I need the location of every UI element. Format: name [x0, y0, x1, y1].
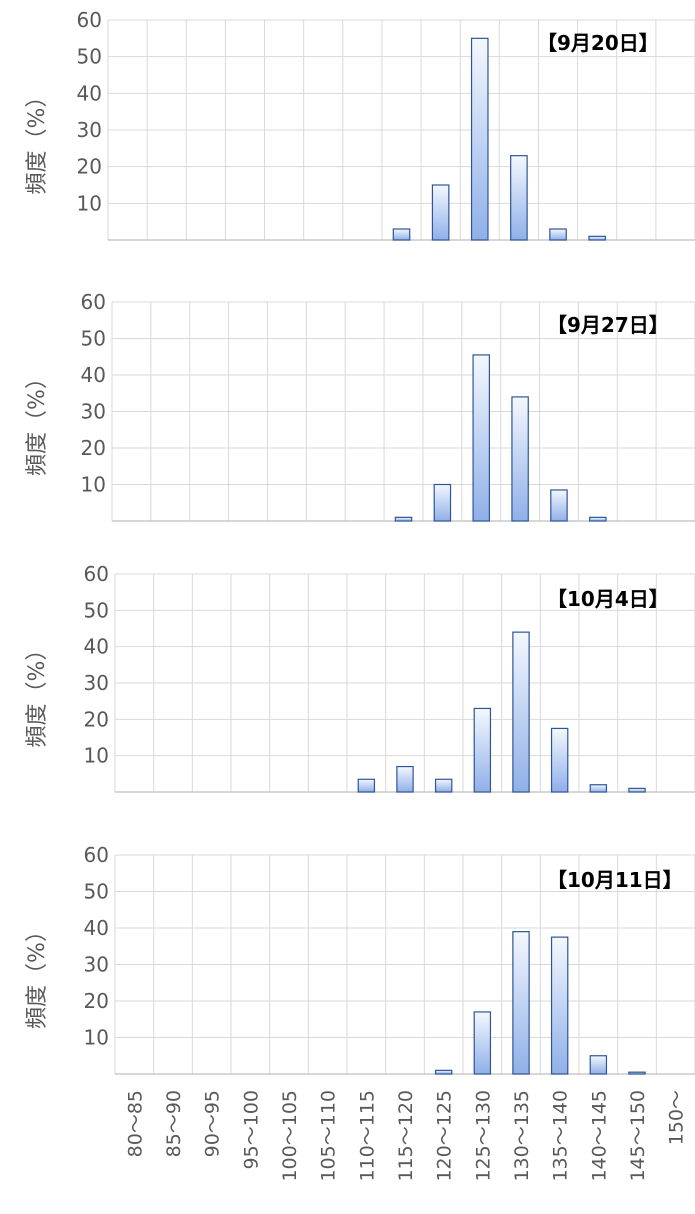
chart-date-label: 【9月27日】	[547, 313, 669, 337]
y-tick-label: 20	[84, 707, 109, 731]
bar-110～115	[357, 778, 376, 793]
x-tick-label: 145～150	[627, 1090, 649, 1182]
y-axis-label: 頻度（%）	[25, 639, 50, 748]
x-tick-label: 110～115	[356, 1090, 378, 1182]
y-tick-label: 10	[77, 191, 102, 215]
y-tick-label: 40	[84, 916, 109, 940]
chart-date-label: 【9月20日】	[537, 31, 659, 55]
x-tick-label: 120～125	[434, 1090, 456, 1182]
bar-115～120	[392, 228, 411, 241]
bar-140～145	[589, 1055, 608, 1075]
x-tick-label: 140～145	[588, 1090, 610, 1182]
bar-130～135	[510, 155, 528, 241]
x-tick-label: 150～	[666, 1090, 688, 1145]
bar-125～130	[473, 1011, 492, 1075]
bar-130～135	[512, 931, 530, 1075]
bar-135～140	[550, 489, 568, 522]
x-tick-label: 90～95	[202, 1090, 224, 1157]
y-tick-label: 50	[84, 880, 109, 904]
y-tick-label: 20	[84, 989, 109, 1013]
chart-panel-3: 10 20 30 40 50 60 頻度（%） 【10月4日】	[25, 562, 695, 793]
x-tick-label: 135～140	[550, 1090, 572, 1182]
x-tick-label: 105～110	[318, 1090, 340, 1182]
chart-date-label: 【10月4日】	[547, 587, 669, 611]
x-tick-label: 80～85	[124, 1090, 146, 1157]
x-tick-label: 85～90	[163, 1090, 185, 1157]
y-tick-label: 60	[84, 562, 109, 586]
y-tick-label: 10	[81, 473, 106, 497]
bar-145～150	[628, 787, 646, 793]
x-tick-label: 100～105	[279, 1090, 301, 1182]
bar-125～130	[470, 37, 489, 241]
y-axis-label: 頻度（%）	[25, 920, 50, 1029]
bar-130～135	[511, 396, 529, 522]
chart-panel-4: 10 20 30 40 50 60 頻度（%） 【10月11日】	[25, 843, 695, 1075]
y-tick-label: 40	[77, 81, 102, 105]
bar-120～125	[433, 483, 452, 522]
y-tick-label: 40	[84, 635, 109, 659]
bar-125～130	[472, 354, 490, 522]
bar-120～125	[431, 184, 450, 241]
y-tick-label: 20	[77, 155, 102, 179]
chart-panel-2: 10 20 30 40 50 60 頻度（%） 【9月27日】	[25, 290, 695, 522]
bar-135～140	[550, 936, 569, 1075]
y-tick-label: 20	[81, 436, 106, 460]
y-tick-label: 30	[81, 400, 106, 424]
bar-140～145	[589, 784, 608, 793]
bar-135～140	[549, 228, 567, 241]
y-axis-label: 頻度（%）	[25, 86, 50, 195]
bar-115～120	[396, 765, 414, 793]
x-tick-label: 95～100	[240, 1090, 262, 1169]
bar-140～145	[588, 235, 606, 241]
x-tick-label: 125～130	[472, 1090, 494, 1182]
y-tick-label: 60	[84, 843, 109, 867]
x-tick-label: 115～120	[395, 1090, 417, 1182]
bar-145～150	[628, 1071, 646, 1075]
bar-125～130	[473, 707, 492, 793]
bar-135～140	[550, 727, 569, 793]
bar-120～125	[434, 1069, 453, 1075]
x-axis-labels: 80～85 85～90 90～95 95～100 100～105 105～110 110～1…	[124, 1090, 687, 1182]
y-tick-label: 30	[77, 118, 102, 142]
y-tick-label: 50	[81, 327, 106, 351]
bar-120～125	[434, 778, 453, 793]
y-tick-label: 60	[77, 8, 102, 32]
y-tick-label: 10	[84, 744, 109, 768]
y-tick-label: 10	[84, 1026, 109, 1050]
y-tick-label: 30	[84, 671, 109, 695]
bar-130～135	[512, 631, 530, 793]
x-tick-label: 130～135	[511, 1090, 533, 1182]
y-tick-label: 50	[84, 598, 109, 622]
chart-date-label: 【10月11日】	[547, 868, 683, 892]
y-tick-label: 50	[77, 45, 102, 69]
chart-panel-1: 10 20 30 40 50 60 頻度（%） 【9月20日】	[25, 8, 695, 241]
y-axis-label: 頻度（%）	[25, 367, 50, 476]
y-tick-label: 40	[81, 363, 106, 387]
bar-140～145	[589, 516, 607, 522]
y-tick-label: 30	[84, 953, 109, 977]
y-tick-label: 60	[81, 290, 106, 314]
bar-115～120	[394, 516, 413, 522]
